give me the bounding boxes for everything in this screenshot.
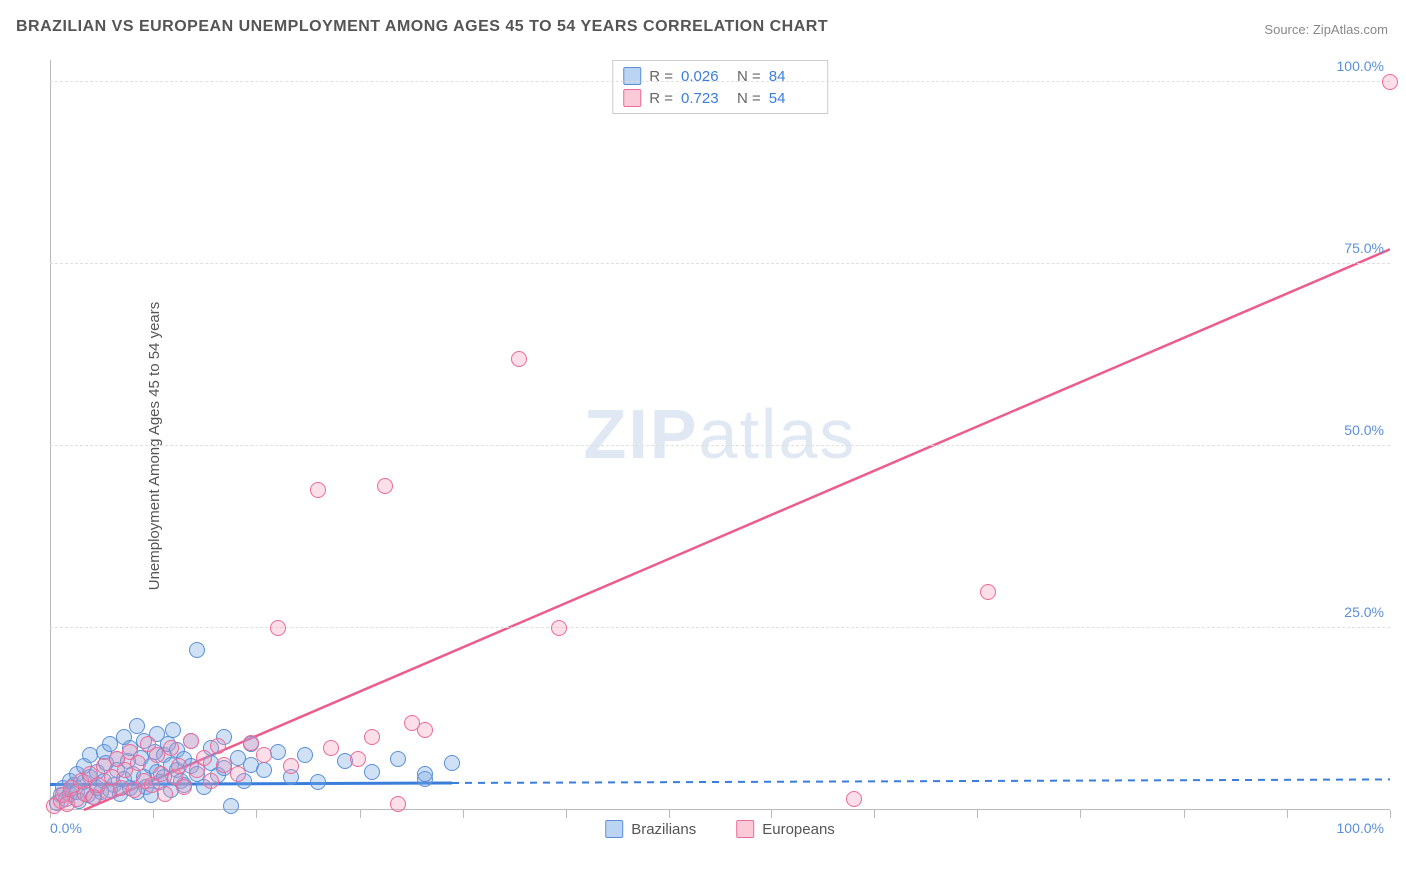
x-axis <box>50 809 1390 810</box>
source-label: Source: <box>1264 22 1309 37</box>
data-point <box>210 738 226 754</box>
stat-n-value-europeans: 54 <box>769 90 817 107</box>
x-tick <box>771 810 772 818</box>
x-tick <box>1390 810 1391 818</box>
data-point <box>189 642 205 658</box>
stats-row-brazilians: R = 0.026 N = 84 <box>623 65 817 87</box>
data-point <box>256 762 272 778</box>
data-point <box>390 751 406 767</box>
data-point <box>417 766 433 782</box>
y-tick-label: 25.0% <box>1344 604 1384 620</box>
x-tick-label-start: 0.0% <box>50 820 82 836</box>
x-tick-label-end: 100.0% <box>1337 820 1384 836</box>
data-point <box>323 740 339 756</box>
data-point <box>243 735 259 751</box>
x-tick <box>977 810 978 818</box>
grid-line <box>50 445 1390 446</box>
legend-label-europeans: Europeans <box>762 821 835 838</box>
source-link[interactable]: ZipAtlas.com <box>1313 22 1388 37</box>
swatch-pink-icon <box>736 820 754 838</box>
x-tick <box>669 810 670 818</box>
grid-line <box>50 263 1390 264</box>
data-point <box>223 798 239 814</box>
data-point <box>1382 74 1398 90</box>
x-tick <box>1184 810 1185 818</box>
data-point <box>297 747 313 763</box>
data-point <box>163 740 179 756</box>
stat-r-value-europeans: 0.723 <box>681 90 729 107</box>
data-point <box>196 750 212 766</box>
data-point <box>364 764 380 780</box>
data-point <box>390 796 406 812</box>
trend-lines-layer <box>50 60 1390 840</box>
x-tick <box>1080 810 1081 818</box>
watermark: ZIPatlas <box>584 394 857 474</box>
watermark-light: atlas <box>699 395 857 473</box>
data-point <box>980 584 996 600</box>
x-tick <box>874 810 875 818</box>
stat-r-value-brazilians: 0.026 <box>681 68 729 85</box>
data-point <box>157 786 173 802</box>
data-point <box>310 482 326 498</box>
data-point <box>203 773 219 789</box>
legend-item-europeans: Europeans <box>736 820 835 838</box>
x-tick <box>566 810 567 818</box>
data-point <box>270 620 286 636</box>
data-point <box>283 758 299 774</box>
data-point <box>444 755 460 771</box>
stat-r-label: R = <box>649 68 673 85</box>
stat-r-label: R = <box>649 90 673 107</box>
chart-title: BRAZILIAN VS EUROPEAN UNEMPLOYMENT AMONG… <box>16 18 828 36</box>
data-point <box>511 351 527 367</box>
data-point <box>551 620 567 636</box>
data-point <box>176 779 192 795</box>
legend-bottom: Brazilians Europeans <box>605 820 835 838</box>
x-tick <box>463 810 464 818</box>
data-point <box>350 751 366 767</box>
stats-row-europeans: R = 0.723 N = 54 <box>623 87 817 109</box>
y-axis <box>50 60 51 810</box>
legend-item-brazilians: Brazilians <box>605 820 696 838</box>
y-tick-label: 50.0% <box>1344 422 1384 438</box>
stats-box: R = 0.026 N = 84 R = 0.723 N = 54 <box>612 60 828 114</box>
swatch-pink-icon <box>623 89 641 107</box>
swatch-blue-icon <box>605 820 623 838</box>
swatch-blue-icon <box>623 67 641 85</box>
legend-label-brazilians: Brazilians <box>631 821 696 838</box>
y-tick-label: 100.0% <box>1337 58 1384 74</box>
data-point <box>171 758 187 774</box>
stat-n-value-brazilians: 84 <box>769 68 817 85</box>
data-point <box>256 747 272 763</box>
data-point <box>846 791 862 807</box>
data-point <box>364 729 380 745</box>
x-tick <box>256 810 257 818</box>
data-point <box>377 478 393 494</box>
grid-line <box>50 627 1390 628</box>
data-point <box>165 722 181 738</box>
plot-area: ZIPatlas 0.0% 100.0% R = 0.026 N = 84 R … <box>50 60 1390 840</box>
data-point <box>183 733 199 749</box>
stat-n-label: N = <box>737 90 761 107</box>
x-tick <box>153 810 154 818</box>
x-tick <box>360 810 361 818</box>
y-tick-label: 75.0% <box>1344 240 1384 256</box>
source-attribution: Source: ZipAtlas.com <box>1264 22 1388 37</box>
data-point <box>230 766 246 782</box>
data-point <box>417 722 433 738</box>
grid-line <box>50 81 1390 82</box>
data-point <box>130 755 146 771</box>
data-point <box>310 774 326 790</box>
watermark-strong: ZIP <box>584 395 699 473</box>
x-tick <box>1287 810 1288 818</box>
data-point <box>270 744 286 760</box>
stat-n-label: N = <box>737 68 761 85</box>
